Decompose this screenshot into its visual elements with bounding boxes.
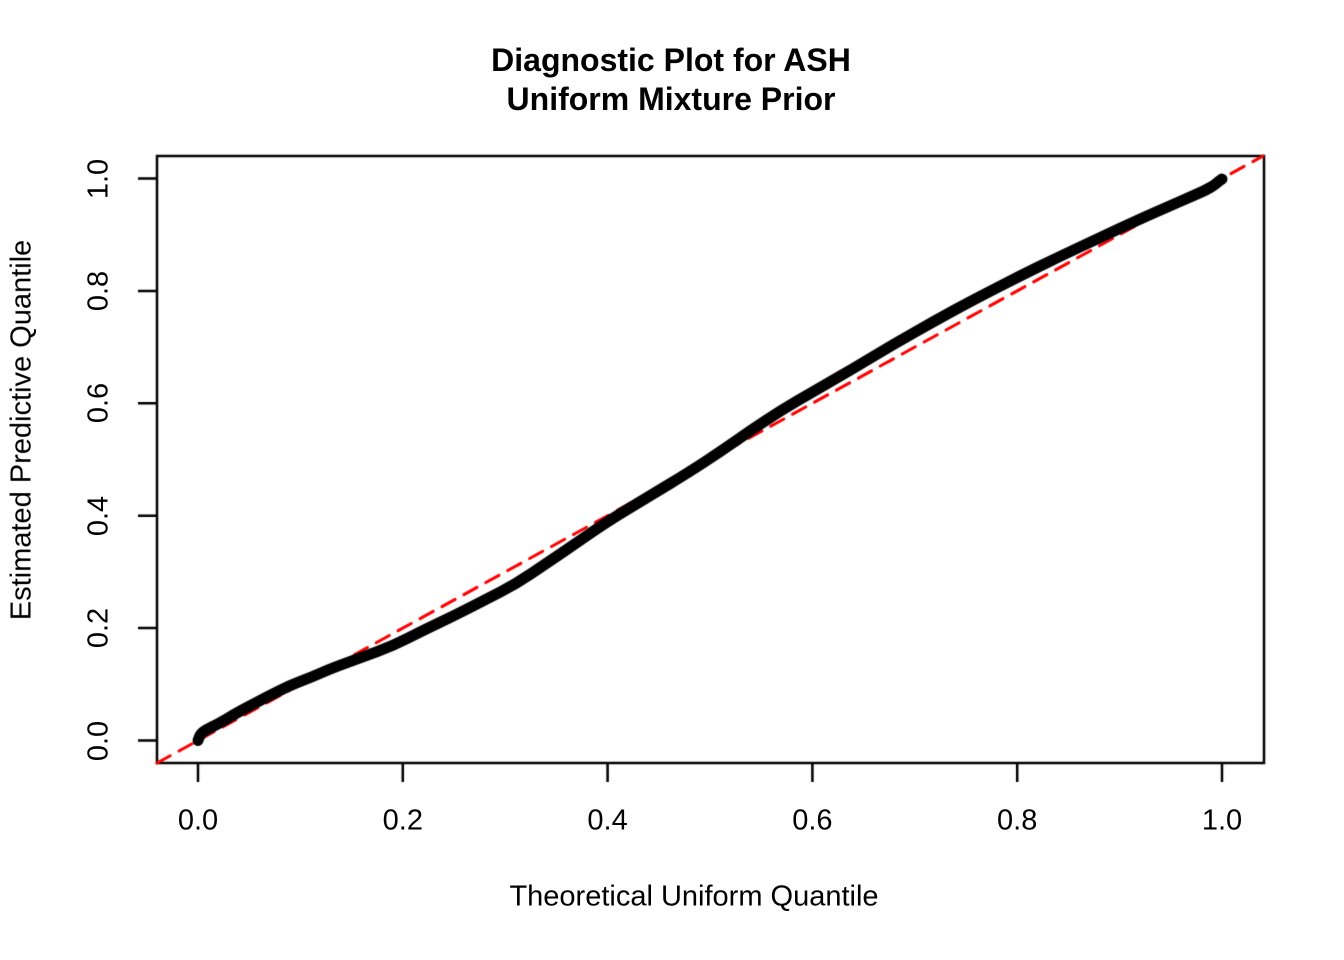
y-tick-label-3: 0.6 [82, 383, 115, 424]
x-tick-label-5: 1.0 [1201, 804, 1243, 837]
y-tick-label-4: 0.8 [82, 270, 115, 312]
chart-title-line-2: Uniform Mixture Prior [506, 81, 836, 117]
x-tick-label-1: 0.2 [382, 804, 423, 837]
x-tick-label-4: 0.8 [997, 804, 1038, 837]
x-tick-label-3: 0.6 [792, 804, 833, 837]
y-tick-label-5: 1.0 [82, 158, 115, 199]
x-tick-label-2: 0.4 [587, 804, 628, 837]
x-tick-label-0: 0.0 [177, 804, 219, 837]
chart-title-line-1: Diagnostic Plot for ASH [491, 42, 851, 78]
y-tick-label-1: 0.2 [82, 607, 115, 649]
y-tick-label-2: 0.4 [82, 495, 115, 536]
y-tick-label-0: 0.0 [82, 720, 115, 761]
y-axis-label: Estimated Predictive Quantile [5, 239, 38, 621]
x-axis-label: Theoretical Uniform Quantile [509, 880, 879, 913]
chart-title: Diagnostic Plot for ASH Uniform Mixture … [491, 41, 851, 119]
